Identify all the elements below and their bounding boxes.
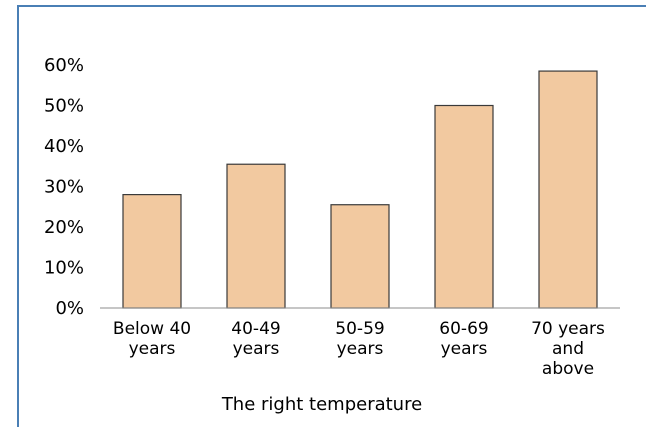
x-axis-title: The right temperature — [221, 394, 422, 415]
bar — [122, 194, 182, 309]
bars — [122, 70, 598, 309]
chart-frame-top-border — [17, 5, 646, 7]
y-tick-label: 30% — [44, 177, 84, 198]
x-tick-label: 60-69 years — [439, 319, 488, 359]
x-tick-label: 70 years and above — [531, 319, 605, 379]
x-tick-label: 50-59 years — [335, 319, 384, 359]
x-axis-categories: Below 40 years 40-49 years 50-59 years 60-69 ye… — [113, 319, 605, 379]
y-tick-label: 10% — [44, 258, 84, 279]
y-tick-label: 50% — [44, 96, 84, 117]
x-tick-label: Below 40 years — [113, 319, 191, 359]
bar — [538, 70, 598, 309]
y-tick-label: 40% — [44, 136, 84, 157]
y-axis-ticks: 0% 10% 20% 30% 40% 50% 60% — [44, 55, 84, 319]
y-tick-label: 60% — [44, 55, 84, 76]
y-tick-label: 20% — [44, 217, 84, 238]
bar — [434, 104, 494, 309]
bar — [330, 204, 390, 309]
chart-frame-left-border — [17, 5, 19, 427]
y-tick-label: 0% — [55, 298, 84, 319]
bar — [226, 163, 286, 309]
x-tick-label: 40-49 years — [231, 319, 280, 359]
